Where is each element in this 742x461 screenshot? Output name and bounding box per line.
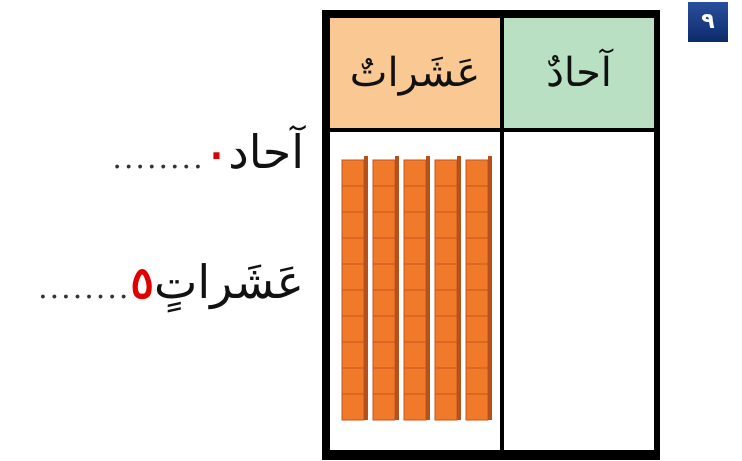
unit-cube bbox=[372, 263, 396, 291]
unit-cube bbox=[372, 289, 396, 317]
answer-digit: ٥ bbox=[130, 258, 155, 309]
rod-side bbox=[426, 156, 430, 420]
unit-cube bbox=[372, 341, 396, 369]
answer-line: عَشَراتٍ ٥ ........ bbox=[38, 255, 304, 309]
unit-cube bbox=[403, 367, 427, 395]
unit-cube bbox=[434, 289, 458, 317]
unit-cube bbox=[341, 289, 365, 317]
answer-label: آحاد bbox=[228, 125, 304, 179]
unit-cube bbox=[341, 341, 365, 369]
unit-cube bbox=[403, 289, 427, 317]
answer-digit: ٠ bbox=[204, 128, 229, 179]
unit-cube bbox=[465, 211, 489, 239]
unit-cube bbox=[465, 315, 489, 343]
unit-cube bbox=[341, 367, 365, 395]
unit-cube bbox=[372, 237, 396, 265]
tens-rods bbox=[341, 156, 492, 421]
unit-cube bbox=[403, 263, 427, 291]
unit-cube bbox=[465, 159, 489, 187]
rod-side bbox=[488, 156, 492, 420]
unit-cube bbox=[341, 263, 365, 291]
unit-cube bbox=[372, 367, 396, 395]
unit-cube bbox=[341, 315, 365, 343]
header-text: عَشَراتٌ bbox=[349, 50, 481, 96]
unit-cube bbox=[465, 289, 489, 317]
unit-cube bbox=[465, 185, 489, 213]
unit-cube bbox=[434, 185, 458, 213]
header-text: آحادٌ bbox=[546, 50, 612, 96]
unit-cube bbox=[372, 211, 396, 239]
unit-cube bbox=[434, 263, 458, 291]
rod-side bbox=[457, 156, 461, 420]
unit-cube bbox=[403, 393, 427, 421]
ones-cell bbox=[504, 132, 654, 450]
unit-cube bbox=[372, 393, 396, 421]
unit-cube bbox=[465, 393, 489, 421]
unit-cube bbox=[341, 159, 365, 187]
unit-cube bbox=[372, 315, 396, 343]
tens-cell bbox=[330, 132, 500, 450]
unit-cube bbox=[434, 211, 458, 239]
unit-cube bbox=[341, 185, 365, 213]
rod-side bbox=[395, 156, 399, 420]
unit-cube bbox=[465, 263, 489, 291]
unit-cube bbox=[403, 237, 427, 265]
header-cell: عَشَراتٌ bbox=[330, 18, 500, 128]
unit-cube bbox=[434, 393, 458, 421]
unit-cube bbox=[403, 211, 427, 239]
answer-label: عَشَراتٍ bbox=[154, 255, 304, 309]
unit-cube bbox=[434, 341, 458, 369]
unit-cube bbox=[434, 159, 458, 187]
answer-line: آحاد ٠ ........ bbox=[112, 125, 304, 179]
unit-cube bbox=[341, 211, 365, 239]
unit-cube bbox=[372, 159, 396, 187]
unit-cube bbox=[434, 367, 458, 395]
rod-side bbox=[364, 156, 368, 420]
unit-cube bbox=[341, 393, 365, 421]
answer-dots: ........ bbox=[38, 271, 131, 306]
unit-cube bbox=[403, 341, 427, 369]
unit-cube bbox=[372, 185, 396, 213]
unit-cube bbox=[465, 341, 489, 369]
unit-cube bbox=[434, 315, 458, 343]
unit-cube bbox=[434, 237, 458, 265]
unit-cube bbox=[465, 367, 489, 395]
question-number: ٩ bbox=[688, 2, 728, 42]
unit-cube bbox=[341, 237, 365, 265]
unit-cube bbox=[403, 159, 427, 187]
unit-cube bbox=[403, 315, 427, 343]
unit-cube bbox=[403, 185, 427, 213]
header-cell: آحادٌ bbox=[504, 18, 654, 128]
unit-cube bbox=[465, 237, 489, 265]
place-value-table: عَشَراتٌ آحادٌ bbox=[322, 10, 660, 460]
answer-dots: ........ bbox=[112, 141, 205, 176]
